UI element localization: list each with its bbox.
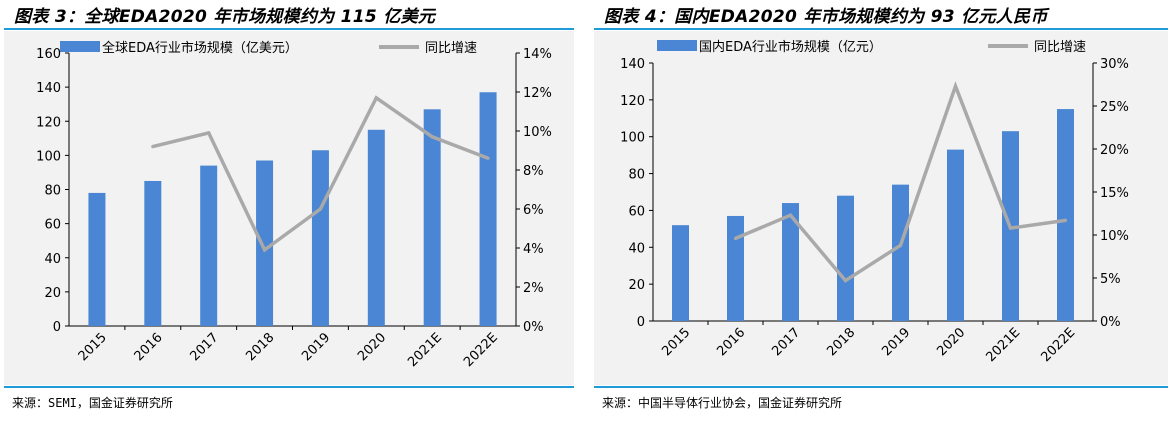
y-tick-label-right: 8% — [523, 164, 544, 179]
x-tick-label: 2020 — [355, 330, 389, 364]
bar-2022e — [1057, 109, 1074, 321]
growth-rate-point-2021e — [430, 135, 434, 139]
legend-bar-label: 国内EDA行业市场规模（亿元） — [699, 39, 882, 55]
bar-2022e — [479, 92, 497, 327]
bar-2018 — [256, 160, 274, 326]
growth-rate-point-2020 — [374, 96, 378, 100]
source-note: 来源：SEMI，国金证券研究所 — [12, 396, 173, 410]
y-tick-label-left: 60 — [628, 204, 645, 219]
growth-rate-point-2017 — [788, 213, 793, 217]
legend-bar-swatch — [657, 40, 697, 51]
y-tick-label-left: 40 — [628, 241, 645, 256]
bar-2019 — [892, 184, 909, 321]
y-tick-label-left: 120 — [36, 115, 61, 130]
chart-svg-domestic: 0 20 40 60 80 100 120 140 0% 5% 10% 15% 20% 25% 30% 201… — [620, 39, 1129, 365]
x-tick-label: 2015 — [659, 325, 693, 359]
y-tick-label-left: 20 — [44, 286, 61, 301]
bar-2016 — [144, 180, 162, 326]
x-tick-label: 2022E — [1039, 325, 1079, 365]
y-tick-label-left: 80 — [628, 168, 645, 183]
legend-bar-swatch — [60, 41, 100, 52]
y-tick-label-left: 100 — [620, 131, 645, 146]
y-tick-label-left: 100 — [36, 149, 61, 164]
y-tick-label-left: 40 — [44, 252, 61, 267]
legend-line-label: 同比增速 — [1034, 40, 1086, 55]
chart-panel-domestic: 图表 4：国内EDA2020 年市场规模约为 93 亿元人民币 0 20 40 60 8… — [590, 0, 1172, 432]
y-tick-label-right: 2% — [523, 281, 544, 296]
y-tick-label-right: 20% — [1100, 143, 1129, 158]
chart-title: 图表 4：国内EDA2020 年市场规模约为 93 亿元人民币 — [604, 7, 1048, 27]
growth-rate-point-2019 — [898, 243, 903, 247]
growth-rate-point-2016 — [733, 236, 738, 241]
bar-2017 — [782, 203, 799, 321]
growth-rate-point-2018 — [262, 248, 267, 252]
growth-rate-point-2021e — [1008, 226, 1013, 230]
y-tick-label-right: 15% — [1100, 186, 1129, 201]
y-tick-label-right: 25% — [1100, 100, 1129, 115]
y-tick-label-right: 6% — [523, 203, 544, 218]
source-divider — [4, 386, 574, 388]
growth-rate-point-2022e — [1063, 218, 1068, 222]
y-tick-label-left: 20 — [628, 278, 645, 293]
x-tick-label: 2017 — [188, 330, 222, 364]
bar-2016 — [727, 215, 744, 321]
bar-2015 — [672, 225, 689, 321]
plot-area: 0 20 40 60 80 100 120 140 160 0% 2% 4% 6% 8% 10% 12% 14%… — [4, 31, 574, 385]
source-note: 来源：中国半导体行业协会，国金证券研究所 — [602, 396, 843, 410]
x-tick-label: 2015 — [76, 330, 110, 364]
bar-2017 — [200, 165, 218, 326]
y-tick-label-left: 60 — [44, 218, 61, 233]
y-tick-label-right: 30% — [1100, 57, 1129, 72]
title-divider — [4, 28, 574, 30]
x-tick-label: 2019 — [299, 330, 333, 364]
y-tick-label-right: 12% — [523, 86, 552, 101]
growth-rate-point-2017 — [207, 131, 211, 135]
chart-svg-global: 0 20 40 60 80 100 120 140 160 0% 2% 4% 6% 8% 10% 12% 14%… — [36, 40, 552, 370]
y-tick-label-right: 0% — [1100, 315, 1121, 330]
y-tick-label-left: 80 — [44, 184, 61, 199]
x-tick-label: 2017 — [769, 325, 803, 359]
y-tick-label-right: 10% — [523, 125, 552, 140]
growth-rate-point-2019 — [318, 207, 323, 211]
x-tick-label: 2018 — [243, 330, 277, 364]
x-tick-label: 2016 — [714, 325, 748, 359]
source-divider — [594, 386, 1168, 388]
x-tick-label: 2019 — [879, 325, 913, 359]
x-tick-label: 2021E — [405, 330, 445, 370]
chart-panel-global: 图表 3：全球EDA2020 年市场规模约为 115 亿美元 0 20 40 60 80… — [0, 0, 578, 432]
bar-2018 — [837, 195, 854, 321]
x-tick-label: 2021E — [984, 325, 1024, 365]
growth-rate-point-2018 — [843, 278, 848, 283]
x-tick-label: 2020 — [934, 325, 968, 359]
growth-rate-point-2016 — [151, 145, 155, 149]
x-tick-label: 2018 — [824, 325, 858, 359]
x-tick-label: 2016 — [132, 330, 166, 364]
y-tick-label-left: 0 — [637, 315, 645, 330]
y-tick-label-left: 120 — [620, 94, 645, 109]
x-tick-label: 2022E — [461, 330, 501, 370]
y-tick-label-left: 140 — [620, 57, 645, 72]
y-tick-label-right: 4% — [523, 242, 544, 257]
y-tick-label-right: 14% — [523, 47, 552, 62]
bar-2019 — [311, 150, 329, 326]
y-tick-label-right: 0% — [523, 320, 544, 335]
bar-2015 — [88, 192, 106, 326]
y-tick-label-left: 0 — [53, 320, 61, 335]
y-tick-label-right: 10% — [1100, 229, 1129, 244]
bar-2020 — [947, 149, 964, 321]
title-divider — [594, 28, 1168, 30]
legend-bar-label: 全球EDA行业市场规模（亿美元） — [102, 40, 298, 56]
plot-area: 0 20 40 60 80 100 120 140 0% 5% 10% 15% 20% 25% 30% 201… — [594, 31, 1168, 385]
y-tick-label-left: 140 — [36, 81, 61, 96]
y-tick-label-right: 5% — [1100, 272, 1121, 287]
chart-title: 图表 3：全球EDA2020 年市场规模约为 115 亿美元 — [14, 7, 436, 27]
bar-2021e — [423, 109, 441, 327]
growth-rate-point-2020 — [953, 84, 958, 88]
growth-rate-point-2022e — [486, 156, 490, 160]
bar-2020 — [367, 129, 385, 326]
legend-line-label: 同比增速 — [425, 41, 477, 56]
y-tick-label-left: 160 — [36, 47, 61, 62]
